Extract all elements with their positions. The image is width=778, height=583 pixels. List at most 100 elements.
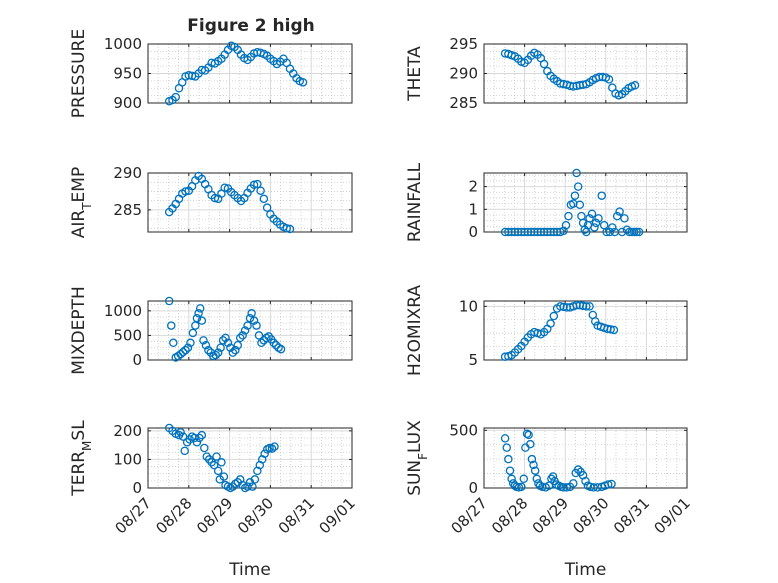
subplot-mixdepth: 0 500 1000 MIXDEPTH [69,286,353,375]
data-point [513,227,523,237]
data-point [282,224,291,233]
data-point [269,338,278,348]
data-point [235,333,245,343]
data-point [219,472,229,481]
data-point [548,472,558,481]
y-tick-label: 900 [113,94,142,112]
data-point [591,218,601,228]
data-point [250,475,260,484]
data-point [228,348,238,357]
data-point [597,191,606,200]
data-point [581,476,590,486]
data-point [249,316,259,325]
data-point [620,214,629,223]
data-point [181,345,190,355]
data-point [210,193,220,203]
data-point [226,343,235,352]
data-point [181,187,190,196]
data-point [507,227,516,237]
data-point [217,458,226,467]
data-point [500,227,510,237]
x-tick-label: 08/27 [112,494,155,537]
data-point [561,220,571,230]
x-tick-label: 08/30 [234,494,277,537]
data-point [298,78,308,87]
data-point [507,474,516,484]
data-point [183,343,193,352]
data-point [253,179,262,189]
x-axis-label: Time [564,560,607,580]
data-point [190,433,199,443]
data-point [520,227,529,237]
data-point [572,301,581,310]
data-point [526,227,536,237]
y-tick-label: 0 [468,479,478,497]
data-point [213,348,223,357]
y-axis-label: SUNFLUX [405,420,430,496]
data-point [252,321,261,330]
data-point [197,316,207,325]
y-tick-label: 285 [449,94,478,112]
data-point [582,302,591,311]
data-point [608,223,617,232]
data-point [630,81,640,90]
y-tick-label: 1 [468,200,478,218]
data-point [604,75,614,84]
subplot-theta: 285 290 295 THETA [405,35,688,112]
data-point [606,325,615,334]
x-tick-label: 08/31 [275,494,318,537]
y-axis-label: AIRTEMP [69,167,94,238]
data-point [609,325,619,335]
data-point [504,227,513,237]
data-point [188,328,198,338]
x-tick-label: 08/31 [610,494,653,537]
y-tick-label: 290 [113,164,142,182]
y-tick-label: 0 [468,223,478,241]
data-point [192,313,202,323]
data-point [585,214,594,223]
data-point [216,343,225,352]
data-point [539,227,549,237]
data-point [559,302,568,312]
data-point [218,336,228,345]
data-point [585,302,594,311]
data-point [164,296,174,306]
data-point [257,338,266,348]
data-point [243,321,252,330]
data-point [262,203,272,212]
data-point [276,344,286,354]
y-tick-label: 1000 [104,35,142,53]
data-point [575,200,585,210]
data-point [270,442,279,451]
data-point [510,227,520,237]
subplot-terr-msl: 0 100 200 TERRMSL 08/2708/2808/2908/3008/310… [69,420,359,580]
data-point [527,454,537,464]
data-point [212,452,221,461]
y-axis-label: H2OMIXRA [405,285,425,376]
data-point [223,338,233,348]
data-point [197,430,207,440]
data-point [176,428,185,437]
data-point [532,474,542,484]
subplot-air-temp: 285 290 AIRTEMP [69,164,353,238]
data-point [572,168,581,178]
data-point [543,227,552,237]
y-tick-label: 200 [113,422,142,440]
data-point [247,309,256,318]
data-point [529,460,538,470]
data-point [603,480,613,489]
y-axis-label: THETA [405,46,425,102]
figure-title: Figure 2 high [187,16,315,36]
plot-frame [147,172,353,233]
data-point [569,479,578,488]
data-point [559,483,568,492]
data-point [594,214,603,223]
data-point [267,444,277,453]
plot-frame [483,172,688,233]
data-point [285,224,295,234]
data-point [589,483,598,492]
x-tick-label: 08/27 [448,494,491,537]
data-point [565,81,575,91]
data-point [562,483,572,492]
